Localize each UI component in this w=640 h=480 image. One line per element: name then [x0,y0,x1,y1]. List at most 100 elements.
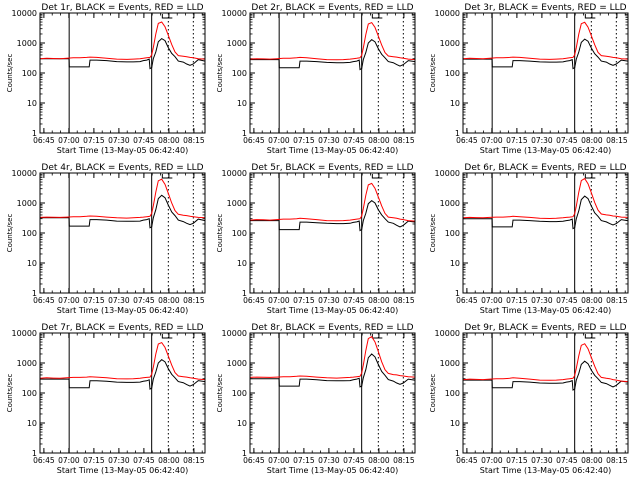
x-tick-label: 07:30 [531,136,553,145]
time-marker [371,174,383,179]
y-tick-label: 100 [445,69,460,78]
x-tick-label: 07:15 [293,136,315,145]
x-tick-label: 08:00 [581,136,603,145]
series-line-1 [40,37,206,70]
y-tick-label: 10 [27,259,37,268]
y-tick-label: 1000 [227,199,247,208]
x-tick-label: 08:15 [393,296,415,305]
x-tick-label: 08:15 [606,136,628,145]
y-tick-label: 1 [32,449,37,458]
y-tick-label: 10 [237,419,247,428]
series-line-1 [250,199,416,232]
plot-frame [249,172,416,294]
x-tick-label: 07:00 [481,456,503,465]
y-tick-label: 10000 [222,169,247,178]
plot-frame [39,332,206,454]
x-axis-label: Start Time (13-May-05 06:42:40) [480,466,611,475]
y-tick-label: 1 [242,449,247,458]
y-axis-label: Counts/sec [216,374,224,413]
x-tick-label: 07:30 [531,456,553,465]
time-marker [371,14,383,19]
x-tick-label: 07:30 [108,456,130,465]
y-tick-label: 1000 [440,359,460,368]
x-tick-label: 07:30 [318,456,340,465]
x-tick-label: 07:15 [293,296,315,305]
chart-panel-7: Det 7r, BLACK = Events, RED = LLD Start T… [6,323,206,475]
chart-title: Det 1r, BLACK = Events, RED = LLD [41,3,203,13]
x-axis-label: Start Time (13-May-05 06:42:40) [57,146,188,155]
y-tick-label: 1 [32,129,37,138]
x-tick-label: 07:00 [268,456,290,465]
series-line-2 [462,177,629,220]
y-tick-label: 1 [455,129,460,138]
series-line-2 [39,341,206,381]
plot-frame [249,12,416,134]
y-tick-label: 1 [455,449,460,458]
y-axis-label: Counts/sec [429,374,437,413]
x-tick-label: 07:15 [506,296,528,305]
x-tick-label: 08:00 [158,456,180,465]
chart-panel-3: Det 3r, BLACK = Events, RED = LLD Start T… [429,3,629,155]
plot-frame [462,172,629,294]
plot-frame [462,12,629,134]
y-tick-label: 1 [455,289,460,298]
y-tick-label: 1000 [17,39,37,48]
x-tick-label: 06:45 [33,136,55,145]
x-tick-label: 08:15 [183,456,205,465]
x-tick-label: 06:45 [243,456,265,465]
time-marker [584,334,596,339]
x-axis-label: Start Time (13-May-05 06:42:40) [480,146,611,155]
y-tick-label: 100 [445,389,460,398]
time-marker [584,174,596,179]
y-tick-label: 10 [27,99,37,108]
series-line-2 [39,21,206,60]
series-line-2 [39,178,206,219]
x-tick-label: 07:45 [343,136,365,145]
y-tick-label: 100 [22,389,37,398]
chart-title: Det 8r, BLACK = Events, RED = LLD [251,323,413,333]
x-tick-label: 07:00 [481,136,503,145]
x-tick-label: 07:30 [108,136,130,145]
chart-title: Det 4r, BLACK = Events, RED = LLD [41,163,203,173]
x-tick-label: 06:45 [456,296,478,305]
y-tick-label: 100 [232,229,247,238]
x-tick-label: 08:15 [183,296,205,305]
plot-frame [462,332,629,454]
y-tick-label: 1 [32,289,37,298]
y-tick-label: 10 [237,99,247,108]
x-tick-label: 08:00 [368,456,390,465]
series-line-2 [249,336,416,379]
plot-frame [39,12,206,134]
chart-title: Det 2r, BLACK = Events, RED = LLD [251,3,413,13]
y-tick-label: 100 [232,69,247,78]
x-tick-label: 07:30 [108,296,130,305]
series-line-1 [250,38,416,71]
time-marker [161,14,173,19]
x-tick-label: 07:15 [506,456,528,465]
chart-panel-5: Det 5r, BLACK = Events, RED = LLD Start T… [216,163,416,315]
x-tick-label: 08:15 [606,296,628,305]
series-line-2 [249,182,416,222]
y-tick-label: 1000 [440,199,460,208]
x-tick-label: 07:00 [58,136,80,145]
y-axis-label: Counts/sec [216,54,224,93]
x-tick-label: 07:15 [293,456,315,465]
x-axis-label: Start Time (13-May-05 06:42:40) [267,306,398,315]
y-axis-label: Counts/sec [6,374,14,413]
y-tick-label: 10 [450,419,460,428]
series-line-1 [40,194,206,229]
x-tick-label: 08:00 [368,136,390,145]
y-tick-label: 100 [22,69,37,78]
x-tick-label: 07:15 [83,136,105,145]
x-axis-label: Start Time (13-May-05 06:42:40) [267,146,398,155]
y-tick-label: 1000 [227,39,247,48]
x-tick-label: 08:00 [581,456,603,465]
series-line-1 [40,358,206,390]
x-tick-label: 07:00 [481,296,503,305]
plot-frame [39,172,206,294]
y-tick-label: 100 [232,389,247,398]
y-tick-label: 1000 [227,359,247,368]
x-tick-label: 07:45 [556,456,578,465]
